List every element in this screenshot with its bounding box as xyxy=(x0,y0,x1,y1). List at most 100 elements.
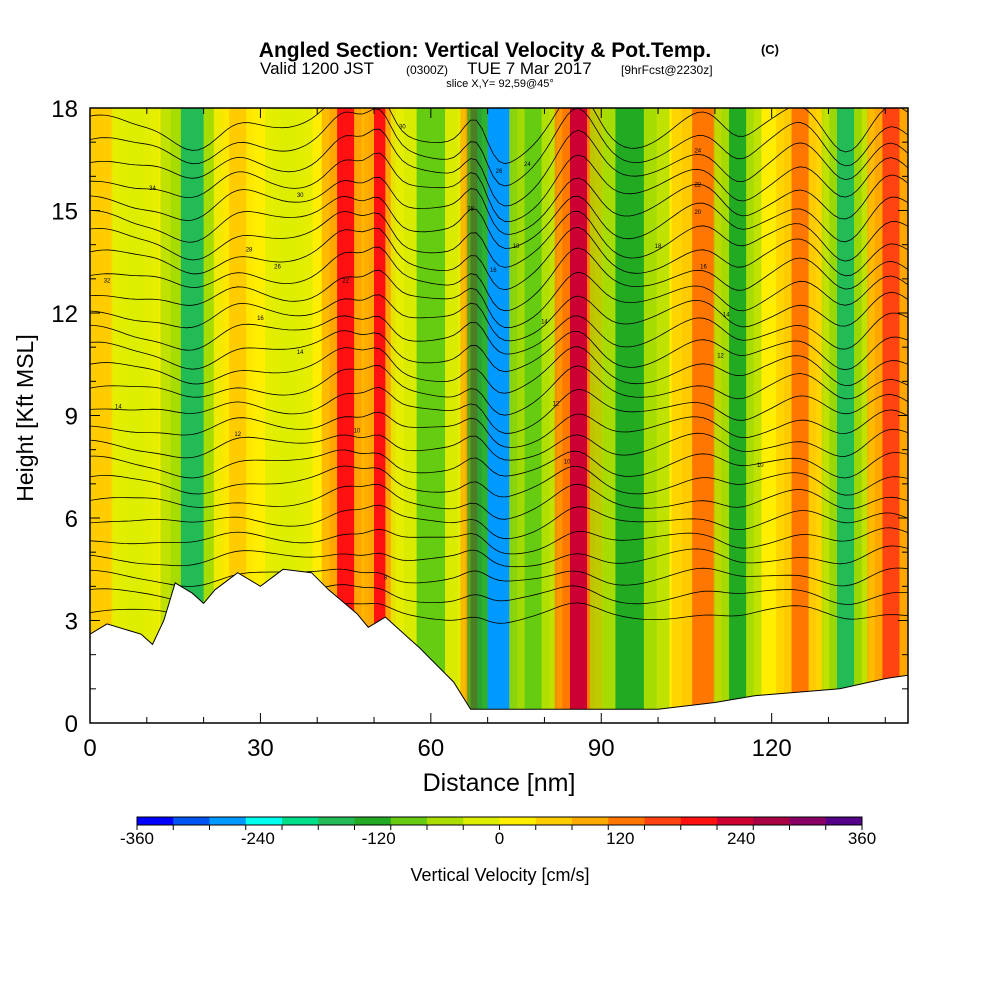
theta-contour-15 xyxy=(90,312,908,355)
theta-contour-23 xyxy=(90,152,908,223)
chart-title: Angled Section: Vertical Velocity & Pot.… xyxy=(259,39,711,62)
plot-area: 34 32 30 28 26 22 30 28 26 24 18 16 16 14 14 12 10 14 12 10… xyxy=(90,108,908,723)
theta-contour-8 xyxy=(90,449,908,479)
y-tick-label-1: 3 xyxy=(65,609,78,636)
velocity-band-core-10 xyxy=(524,108,542,723)
contour-label-27: 10 xyxy=(757,463,764,469)
contour-label-9: 24 xyxy=(524,162,531,168)
contour-label-21: 22 xyxy=(694,183,701,189)
contour-label-25: 14 xyxy=(723,312,730,318)
x-axis-label: Distance [nm] xyxy=(423,769,576,797)
theta-contour-3 xyxy=(90,545,908,568)
slice-label: slice X,Y= 92,59@45° xyxy=(446,78,554,90)
contour-label-16: 10 xyxy=(354,429,361,435)
colorbar-swatch-18 xyxy=(789,817,827,825)
contour-label-15: 12 xyxy=(234,432,241,438)
theta-contour-6 xyxy=(90,483,908,520)
y-tick-label-6: 18 xyxy=(51,96,78,123)
contour-label-13: 14 xyxy=(297,350,304,356)
contour-label-22: 20 xyxy=(694,210,701,216)
x-tick-label-4: 120 xyxy=(752,735,792,762)
colorbar-tick-label-5: 240 xyxy=(727,829,755,848)
contour-label-26: 12 xyxy=(717,353,724,359)
colorbar-swatch-1 xyxy=(173,817,210,825)
velocity-band-core-14 xyxy=(729,108,747,723)
contour-label-5: 22 xyxy=(342,278,349,284)
x-tick-label-2: 60 xyxy=(417,735,444,762)
theta-contour-2 xyxy=(90,567,908,587)
x-tick-label-1: 30 xyxy=(247,735,274,762)
contour-label-6: 30 xyxy=(399,125,406,131)
theta-contour-16 xyxy=(90,291,908,342)
velocity-band-core-16 xyxy=(836,108,855,723)
y-tick-label-2: 6 xyxy=(65,506,78,533)
y-tick-label-5: 15 xyxy=(51,199,78,226)
colorbar-swatch-17 xyxy=(753,817,790,825)
colorbar-tick-label-4: 120 xyxy=(606,829,634,848)
x-tick-label-0: 0 xyxy=(83,735,96,762)
theta-contour-18 xyxy=(90,246,908,312)
colorbar-tick-label-3: 0 xyxy=(495,829,504,848)
theta-contour-17 xyxy=(90,269,908,329)
chart-title-suffix: (C) xyxy=(761,42,779,57)
colorbar-swatch-12 xyxy=(572,817,609,825)
colorbar-swatch-4 xyxy=(282,817,319,825)
contour-label-8: 26 xyxy=(496,169,503,175)
subtitle-date: TUE 7 Mar 2017 xyxy=(467,59,592,78)
velocity-band-core-2 xyxy=(180,108,204,723)
contour-label-11: 16 xyxy=(490,268,497,274)
theta-contour-4 xyxy=(90,527,908,555)
x-tick-label-3: 90 xyxy=(588,735,615,762)
theta-contour-7 xyxy=(90,465,908,498)
contour-label-7: 28 xyxy=(467,207,474,213)
contour-label-3: 28 xyxy=(246,248,253,254)
velocity-band-core-6 xyxy=(374,108,386,723)
velocity-band-core-0 xyxy=(90,108,113,723)
colorbar-label: Vertical Velocity [cm/s] xyxy=(410,865,589,885)
colorbar-swatch-5 xyxy=(318,817,355,825)
contour-labels: 34 32 30 28 26 22 30 28 26 24 18 16 16 14 14 12 10 14 12 10… xyxy=(104,125,765,582)
colorbar-swatch-13 xyxy=(608,817,645,825)
colorbar-swatch-10 xyxy=(499,817,537,825)
contour-label-12: 16 xyxy=(257,316,264,322)
contour-label-10: 18 xyxy=(513,244,520,250)
contour-label-20: 24 xyxy=(694,148,701,154)
velocity-band-core-13 xyxy=(692,108,715,723)
colorbar-swatch-11 xyxy=(535,817,573,825)
theta-contour-21 xyxy=(90,195,908,249)
velocity-band-core-7 xyxy=(416,108,446,723)
contour-label-23: 18 xyxy=(655,244,662,250)
theta-contour-26 xyxy=(90,108,908,165)
theta-contour-14 xyxy=(90,330,908,373)
colorbar-swatch-8 xyxy=(427,817,464,825)
contour-label-2: 30 xyxy=(297,193,304,199)
colorbar-swatch-0 xyxy=(137,817,174,825)
velocity-band-core-9 xyxy=(487,108,511,723)
velocity-band-core-15 xyxy=(791,108,809,723)
y-tick-label-0: 0 xyxy=(65,711,78,738)
theta-contour-10 xyxy=(90,409,908,448)
contour-label-1: 32 xyxy=(104,278,111,284)
y-axis-label: Height [Kft MSL] xyxy=(12,334,38,501)
theta-contour-22 xyxy=(90,174,908,235)
theta-contour-13 xyxy=(90,346,908,394)
contour-label-0: 34 xyxy=(149,186,156,192)
colorbar-tick-label-0: -360 xyxy=(120,829,154,848)
theta-contour-9 xyxy=(90,428,908,461)
y-tick-label-3: 9 xyxy=(65,404,78,431)
colorbar-tick-label-1: -240 xyxy=(241,829,275,848)
colorbar: -360 -240 -120 0 120 240 360 xyxy=(120,816,876,848)
colorbar-tick-label-2: -120 xyxy=(362,829,396,848)
y-tick-label-4: 12 xyxy=(51,301,78,328)
velocity-band-core-1 xyxy=(126,108,144,723)
subtitle-valid: Valid 1200 JST xyxy=(260,59,374,78)
theta-contour-19 xyxy=(90,226,908,291)
subtitle-utc: (0300Z) xyxy=(406,63,448,77)
colorbar-tick-label-6: 360 xyxy=(848,829,876,848)
colorbar-swatch-15 xyxy=(680,817,718,825)
chart-subtitle: Valid 1200 JST (0300Z) TUE 7 Mar 2017 [9… xyxy=(260,59,713,78)
colorbar-swatch-7 xyxy=(390,817,428,825)
x-axis: 0 30 60 90 120 xyxy=(83,108,886,762)
theta-contour-25 xyxy=(90,108,908,187)
